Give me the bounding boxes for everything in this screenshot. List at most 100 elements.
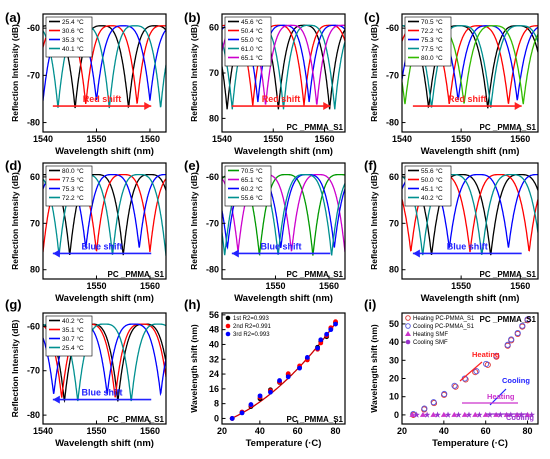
data-point	[440, 411, 447, 417]
y-tick-label: -60	[27, 321, 40, 331]
panel-label: (d)	[5, 158, 22, 173]
axes-frame	[42, 162, 167, 280]
x-tick-label: 80	[331, 426, 341, 436]
data-point	[473, 368, 480, 375]
legend-label: 55.6 °C	[421, 167, 443, 175]
legend: 40.2 °C35.1 °C30.7 °C25.4 °C	[45, 315, 93, 357]
y-tick-label: 40	[209, 339, 219, 349]
axes-frame	[42, 312, 167, 425]
x-tick-label: 1550	[86, 426, 106, 436]
arrow-head	[144, 102, 152, 111]
panel-h: (h) PC _PMMA_S1 1st R2=0.993 2nd R2=0.991 3r…	[184, 297, 346, 449]
legend-label: 65.1 °C	[241, 176, 263, 184]
legend-label: 50.4 °C	[241, 27, 263, 35]
x-tick-label: 60	[293, 426, 303, 436]
x-tick-label: 20	[397, 426, 407, 436]
legend-label: 1st R2=0.993	[233, 316, 270, 322]
legend-label: 25.4 °C	[62, 18, 84, 26]
legend-label: 61.0 °C	[241, 45, 263, 53]
spectrum-line	[43, 25, 166, 109]
data-point	[430, 411, 437, 417]
legend-label: 72.2 °C	[421, 27, 443, 35]
axes-frame	[221, 312, 346, 425]
annotation-heating-smf: Heating	[487, 392, 515, 401]
legend-label: 40.2 °C	[421, 194, 443, 202]
legend-label: 3rd R2=0.993	[233, 332, 270, 338]
data-point	[268, 389, 273, 395]
legend-marker	[225, 315, 231, 321]
legend-marker	[405, 339, 411, 345]
legend-label: 25.4 °C	[62, 344, 84, 352]
y-tick-label: -60	[386, 23, 399, 33]
legend: 45.6 °C50.4 °C55.0 °C61.0 °C65.1 °C	[224, 16, 272, 67]
x-axis-title: Temperature (·C)	[246, 438, 322, 449]
legend-marker	[225, 323, 231, 329]
x-axis-title: Temperature (·C)	[432, 438, 508, 449]
shift-label: Blue shift	[261, 241, 302, 251]
legend: 1st R2=0.993 2nd R2=0.991 3rd R2=0.993	[225, 315, 272, 338]
y-tick-label: 60	[209, 23, 219, 33]
arrow-head	[412, 249, 420, 258]
arrow-head	[52, 395, 60, 404]
legend-label: 75.3 °C	[421, 36, 443, 44]
y-tick-label: 80	[209, 113, 219, 123]
legend-label: 45.6 °C	[241, 18, 263, 26]
legend-box	[404, 165, 452, 207]
y-axis-title: Wavelength shift (nm)	[369, 324, 379, 413]
legend: 80.0 °C77.5 °C75.3 °C72.2 °C	[45, 165, 93, 207]
legend-label: 30.7 °C	[62, 335, 84, 343]
legend-box	[224, 165, 272, 207]
data-point	[504, 341, 511, 348]
shift-label: Blue shift	[82, 388, 123, 398]
data-point	[461, 411, 468, 417]
legend-label: 30.6 °C	[62, 27, 84, 35]
y-tick-label: 50	[389, 319, 399, 329]
y-tick-label: -80	[386, 118, 399, 128]
x-axis-title: Wavelength shift (nm)	[234, 146, 333, 157]
panel-label: (g)	[5, 297, 22, 312]
x-tick-label: 40	[439, 426, 449, 436]
shift-label: Blue shift	[447, 241, 488, 251]
y-tick-label: -60	[27, 23, 40, 33]
y-tick-label: 80	[389, 265, 399, 275]
data-point	[248, 402, 254, 407]
y-tick-label: 10	[389, 392, 399, 402]
x-tick-label: 1560	[140, 281, 160, 291]
x-tick-label: 1540	[212, 134, 232, 144]
y-axis-title: Reflection Intensity (dB)	[189, 24, 199, 122]
y-tick-label: 70	[209, 68, 219, 78]
y-axis-title: Reflection Intensity (dB)	[10, 172, 20, 270]
data-point	[229, 416, 235, 421]
data-point	[318, 337, 324, 343]
data-point	[239, 410, 245, 416]
x-axis-title: Wavelength shift (nm)	[55, 438, 154, 449]
sample-label: PC _PMMA_S1	[108, 270, 165, 279]
data-point	[423, 411, 431, 418]
legend: Heating PC-PMMA_S1 Cooling PC-PMMA_S1 Heat…	[405, 315, 475, 346]
y-axis-title: Reflection Intensity (dB)	[10, 319, 20, 417]
arrow-head	[52, 249, 60, 258]
y-tick-label: 0	[214, 413, 219, 423]
annotation-cooling-smf: Cooling	[506, 413, 534, 422]
data-point	[476, 411, 483, 418]
data-point	[455, 411, 462, 418]
y-tick-label: 24	[209, 369, 219, 379]
legend-label: 80.0 °C	[62, 167, 84, 175]
y-tick-label: -70	[206, 218, 219, 228]
data-point	[451, 411, 458, 417]
data-point	[444, 411, 452, 418]
legend-box	[45, 315, 93, 357]
legend-label: 55.6 °C	[241, 194, 263, 202]
x-tick-label: 1560	[510, 281, 530, 291]
panel-g: (g) Blue shift PC _PMMA_S1 40.2 °C35.1 °C30…	[5, 297, 167, 449]
x-axis-title: Wavelength shift (nm)	[421, 293, 520, 304]
legend-marker	[405, 315, 411, 321]
sample-label: PC _PMMA_S1	[480, 123, 537, 132]
y-tick-label: 0	[394, 410, 399, 420]
panel-b: (b) Red shift PC _PMMA_S1 45.6 °C50.4 °C55.…	[184, 10, 346, 157]
axes-frame	[42, 13, 167, 133]
x-tick-label: 1560	[140, 134, 160, 144]
legend: 70.5 °C72.2 °C75.3 °C77.5 °C80.0 °C	[404, 16, 452, 67]
x-tick-label: 1550	[451, 281, 471, 291]
